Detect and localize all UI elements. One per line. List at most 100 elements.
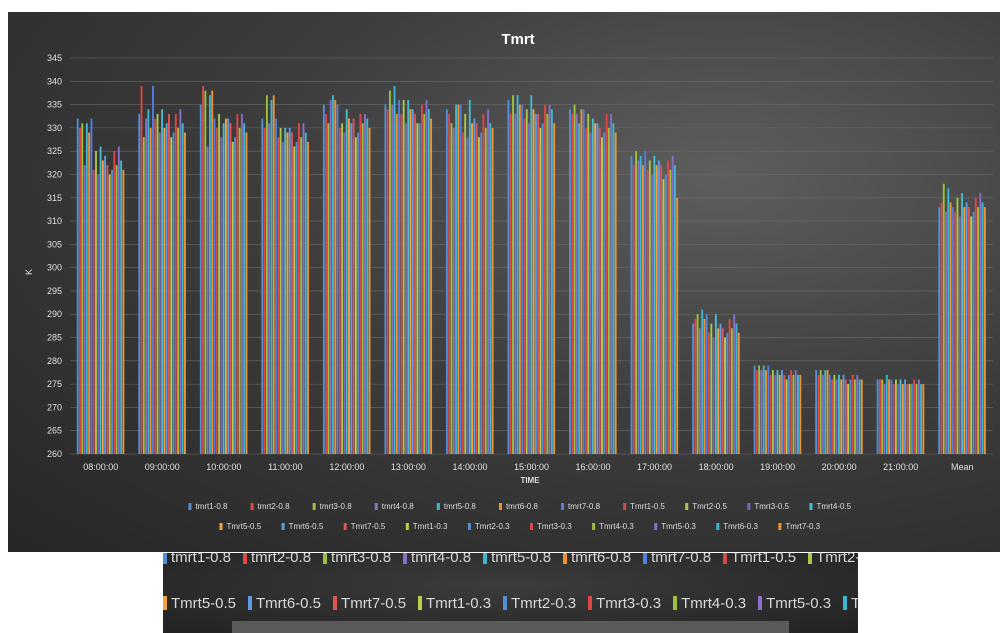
bar bbox=[484, 127, 487, 454]
bar bbox=[83, 165, 86, 454]
bar bbox=[938, 207, 941, 454]
bar bbox=[945, 211, 947, 454]
bar bbox=[229, 123, 232, 455]
y-tick-label: 280 bbox=[47, 356, 62, 366]
bar bbox=[81, 123, 84, 455]
bar bbox=[386, 109, 389, 454]
y-tick-label: 315 bbox=[47, 193, 62, 203]
legend-zoom-label: Tmrt6-0.3 bbox=[851, 595, 858, 612]
legend-zoom-item: Tmrt1-0.3 bbox=[418, 595, 497, 612]
bar bbox=[550, 109, 553, 454]
bar bbox=[983, 207, 986, 454]
bar bbox=[291, 132, 293, 454]
legend-item: tmrt2-0.8 bbox=[258, 502, 291, 511]
legend-swatch bbox=[809, 503, 813, 510]
chart-title: Tmrt bbox=[501, 31, 534, 48]
bar bbox=[651, 174, 654, 454]
bar bbox=[523, 118, 526, 455]
bar bbox=[915, 384, 918, 454]
bar bbox=[979, 193, 982, 454]
bar bbox=[758, 365, 761, 454]
legend-zoom-swatch bbox=[248, 596, 253, 610]
bar bbox=[594, 123, 597, 455]
bar bbox=[184, 132, 186, 454]
y-tick-label: 335 bbox=[47, 100, 62, 110]
bar bbox=[99, 146, 102, 455]
bar bbox=[450, 123, 453, 455]
bar bbox=[281, 141, 284, 454]
bar bbox=[234, 137, 237, 454]
bar bbox=[890, 379, 893, 454]
legend-zoom-swatch bbox=[163, 596, 167, 610]
legend-zoom-item: Tmrt7-0.5 bbox=[333, 595, 412, 612]
bar bbox=[179, 109, 182, 454]
bar bbox=[295, 141, 298, 454]
legend-swatch bbox=[405, 523, 409, 530]
bar bbox=[575, 113, 578, 454]
bar bbox=[325, 113, 328, 454]
bar bbox=[824, 370, 827, 454]
legend-swatch bbox=[374, 503, 378, 510]
legend-zoom-item: Tmrt6-0.3 bbox=[843, 595, 858, 612]
bar bbox=[149, 127, 152, 454]
legend-zoom-swatch bbox=[808, 553, 813, 564]
bar bbox=[101, 160, 104, 454]
bar bbox=[341, 123, 344, 455]
bar bbox=[781, 370, 783, 454]
bar bbox=[277, 137, 280, 454]
bar bbox=[279, 127, 282, 454]
bar bbox=[245, 132, 248, 454]
bar bbox=[329, 99, 332, 454]
y-tick-label: 325 bbox=[47, 146, 62, 156]
bar bbox=[343, 132, 346, 454]
legend-item: Tmrt7-0.5 bbox=[351, 522, 386, 531]
bar bbox=[904, 379, 907, 454]
bars bbox=[76, 85, 986, 455]
y-tick-label: 320 bbox=[47, 169, 62, 179]
bar bbox=[304, 132, 307, 454]
bar bbox=[892, 384, 895, 454]
bar bbox=[106, 165, 109, 454]
bar bbox=[673, 165, 676, 454]
legend-item: tmrt4-0.8 bbox=[382, 502, 415, 511]
legend-swatch bbox=[436, 503, 440, 510]
y-tick-label: 260 bbox=[47, 449, 62, 459]
bar bbox=[605, 113, 608, 454]
legend-item: tmrt1-0.8 bbox=[195, 502, 228, 511]
bar bbox=[762, 365, 765, 454]
bar bbox=[717, 328, 720, 454]
bar bbox=[113, 151, 116, 455]
bar bbox=[842, 374, 845, 454]
bar bbox=[765, 370, 767, 454]
bar bbox=[940, 202, 943, 454]
bar bbox=[585, 127, 587, 454]
bar bbox=[293, 146, 296, 455]
bar bbox=[906, 384, 909, 454]
bar bbox=[272, 95, 275, 454]
bar bbox=[177, 127, 180, 454]
bar bbox=[76, 118, 79, 455]
bar bbox=[913, 379, 916, 454]
bar bbox=[769, 374, 772, 454]
bar bbox=[359, 113, 362, 454]
legend-item: Tmrt4-0.3 bbox=[599, 522, 634, 531]
bar bbox=[393, 85, 396, 454]
bar bbox=[571, 113, 574, 454]
bar bbox=[819, 370, 822, 454]
bar bbox=[288, 127, 291, 454]
legend-zoom-swatch bbox=[758, 596, 763, 610]
bar bbox=[300, 137, 303, 454]
bar bbox=[733, 314, 736, 454]
legend-zoom-item: tmrt6-0.8 bbox=[563, 553, 637, 566]
bar bbox=[787, 374, 790, 454]
legend-swatch bbox=[188, 503, 192, 510]
bar bbox=[730, 328, 733, 454]
bar bbox=[507, 99, 510, 454]
bar bbox=[480, 132, 483, 454]
bar bbox=[653, 155, 656, 454]
bar bbox=[840, 379, 843, 454]
bar bbox=[466, 137, 469, 454]
bar bbox=[475, 123, 478, 455]
legend-zoom-swatch bbox=[418, 596, 423, 610]
bar bbox=[831, 379, 834, 454]
